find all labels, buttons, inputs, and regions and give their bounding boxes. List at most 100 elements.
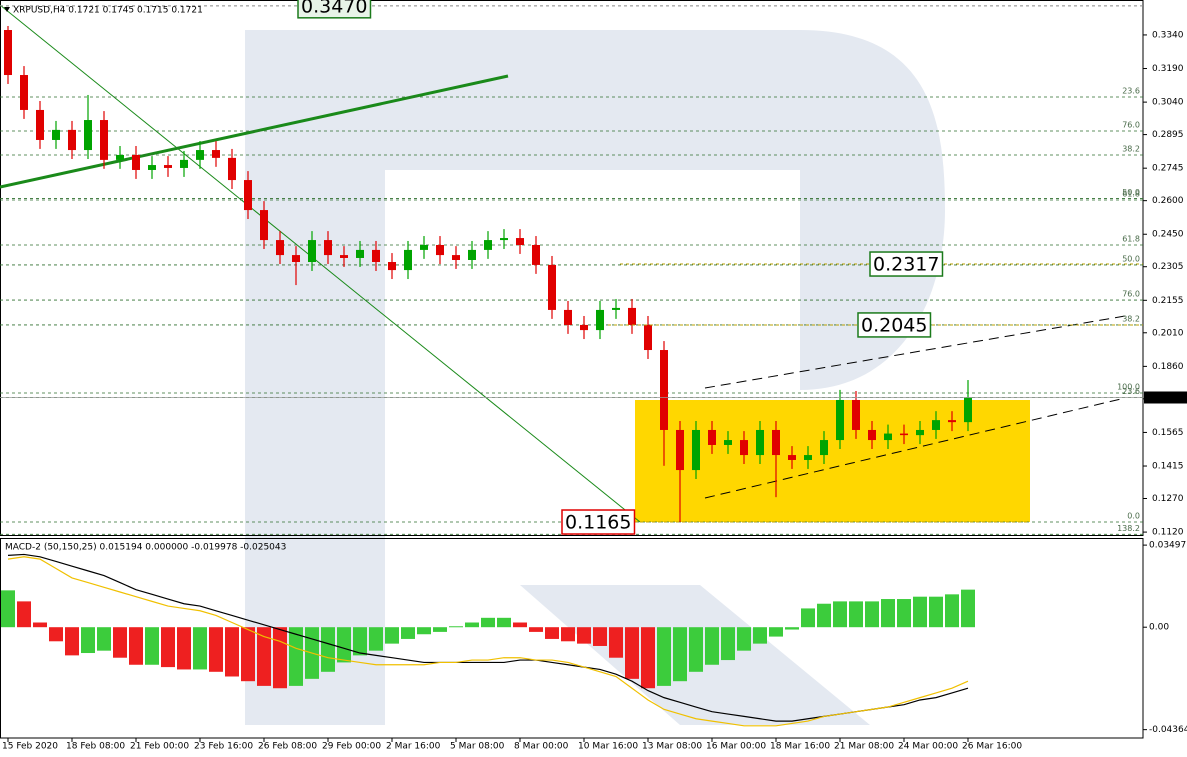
candle-body — [532, 244, 540, 265]
y-tick-label: 0.1860 — [1152, 362, 1184, 372]
candle-body — [484, 240, 492, 250]
price-tag-label: 0.1721 — [1152, 393, 1184, 403]
histogram-bar — [561, 627, 575, 642]
y-tick-label: 0.034971 — [1149, 541, 1187, 551]
histogram-bar — [769, 627, 783, 637]
trend-line — [0, 4, 641, 523]
histogram-bar — [113, 627, 127, 658]
candle-body — [964, 397, 972, 423]
candle-body — [36, 109, 44, 140]
candle-body — [820, 440, 828, 456]
candle-body — [292, 255, 300, 263]
candle-body — [932, 420, 940, 430]
x-tick-label: 2 Mar 16:00 — [386, 742, 441, 752]
histogram-bar — [1, 590, 15, 628]
macd-line — [7, 556, 969, 727]
histogram-bar — [465, 622, 479, 628]
histogram-bar — [401, 627, 415, 639]
histogram-bar — [881, 599, 895, 628]
fib-label: 76.0 — [1122, 121, 1140, 130]
histogram-bar — [81, 627, 95, 654]
histogram-bar — [385, 627, 399, 644]
icon — [4, 7, 10, 12]
histogram-bar — [353, 627, 367, 656]
y-tick-label: 0.1120 — [1152, 528, 1184, 538]
histogram-bar — [609, 627, 623, 658]
histogram-bar — [289, 627, 303, 686]
histogram-bar — [737, 627, 751, 651]
candle-body — [404, 249, 412, 271]
y-tick-label: 0.3040 — [1152, 98, 1184, 108]
candle-body — [628, 307, 636, 325]
candle-body — [836, 399, 844, 441]
macd-title: MACD-2 (50,150,25) 0.015194 0.000000 -0.… — [5, 543, 286, 553]
y-tick-label: 0.00 — [1149, 623, 1169, 633]
macd-line — [7, 553, 969, 722]
histogram-bar — [833, 601, 847, 628]
x-tick-label: 26 Mar 16:00 — [962, 742, 1022, 752]
histogram-bar — [49, 627, 63, 642]
histogram-bar — [817, 603, 831, 628]
y-tick-label: 0.3190 — [1152, 64, 1184, 74]
histogram-bar — [337, 627, 351, 663]
candle-body — [52, 129, 60, 140]
candle-body — [564, 309, 572, 325]
histogram-bar — [545, 627, 559, 639]
x-tick-label: 15 Feb 2020 — [2, 742, 58, 752]
y-tick-label: 0.2155 — [1152, 296, 1184, 306]
candle-body — [708, 429, 716, 445]
x-tick-label: 18 Mar 16:00 — [770, 742, 830, 752]
candle-body — [324, 240, 332, 256]
candle-body — [948, 420, 956, 423]
histogram-bar — [673, 627, 687, 682]
candle-body — [388, 262, 396, 271]
candle-body — [676, 429, 684, 471]
macd-frame — [0, 538, 1144, 739]
y-tick-label: 0.1415 — [1152, 462, 1184, 472]
histogram-bar — [705, 627, 719, 665]
level-box — [561, 509, 636, 535]
histogram-bar — [849, 601, 863, 628]
candle-body — [356, 249, 364, 258]
histogram-bar — [513, 622, 527, 628]
histogram-bar — [753, 627, 767, 644]
x-tick-label: 18 Feb 08:00 — [66, 742, 125, 752]
candle-body — [916, 429, 924, 436]
histogram-bar — [721, 627, 735, 661]
histogram-bar — [209, 627, 223, 672]
histogram-bar — [129, 627, 143, 665]
histogram-bar — [785, 627, 799, 630]
candle-body — [180, 159, 188, 168]
candle-body — [196, 150, 204, 160]
histogram-bar — [225, 627, 239, 677]
y-tick-label: 0.2745 — [1152, 164, 1184, 174]
x-tick-label: 24 Mar 00:00 — [898, 742, 958, 752]
candle-body — [852, 399, 860, 430]
x-tick-label: 26 Feb 08:00 — [258, 742, 317, 752]
candle-body — [612, 307, 620, 310]
histogram-bar — [657, 627, 671, 686]
x-tick-label: 8 Mar 00:00 — [514, 742, 569, 752]
histogram-bar — [17, 601, 31, 628]
histogram-bar — [481, 617, 495, 628]
candle-body — [4, 30, 12, 76]
histogram-bar — [321, 627, 335, 672]
candle-body — [900, 433, 908, 436]
level-label: 0.3470 — [301, 0, 367, 17]
histogram-bar — [913, 596, 927, 628]
candle-body — [164, 165, 172, 168]
histogram-bar — [65, 627, 79, 656]
candle-body — [260, 210, 268, 241]
histogram-bar — [241, 627, 255, 682]
y-tick-label: 0.2895 — [1152, 130, 1184, 140]
histogram-bar — [593, 627, 607, 646]
candle-body — [500, 238, 508, 241]
candle-body — [516, 238, 524, 245]
y-tick-label: -0.04364 — [1149, 725, 1187, 735]
fib-label: 61.8 — [1122, 234, 1140, 243]
histogram-bar — [145, 627, 159, 665]
histogram-bar — [177, 627, 191, 670]
histogram-bar — [529, 627, 543, 632]
